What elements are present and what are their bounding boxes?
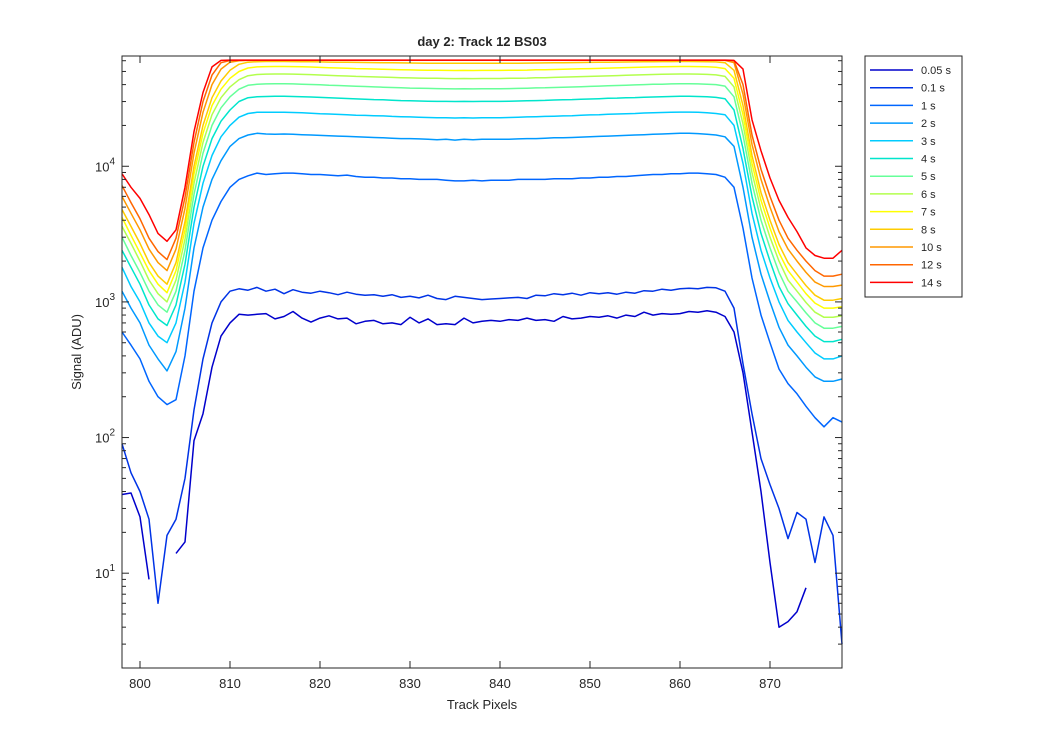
- series-line-6: [121, 82, 843, 329]
- series-line-4: [121, 111, 843, 360]
- tick-layer: 800 810 820 830 840 850 860 870 101 102 103 104: [95, 56, 842, 691]
- legend-entry: 2 s: [870, 118, 936, 130]
- legend-entry: 4 s: [870, 154, 936, 166]
- chart-title: day 2: Track 12 BS03: [417, 34, 546, 49]
- legend-label: 4 s: [921, 154, 936, 166]
- legend-entry: 10 s: [870, 242, 942, 254]
- legend-label: 0.1 s: [921, 83, 945, 95]
- legend-entry: 7 s: [870, 207, 936, 219]
- legend-label: 12 s: [921, 260, 942, 272]
- y-tick-label: 102: [95, 428, 115, 446]
- x-tick-label: 810: [219, 676, 241, 691]
- x-tick-label: 870: [759, 676, 781, 691]
- legend-entry: 0.1 s: [870, 83, 945, 95]
- legend-entry: 12 s: [870, 260, 942, 272]
- legend-entry: 0.05 s: [870, 65, 951, 77]
- series-line-12: [121, 59, 843, 259]
- series-line-1: [121, 286, 843, 645]
- series-line-5: [121, 95, 843, 343]
- y-tick-label: 103: [95, 292, 115, 310]
- x-tick-label: 840: [489, 676, 511, 691]
- legend-label: 2 s: [921, 118, 936, 130]
- x-axis-label: Track Pixels: [447, 697, 518, 712]
- legend-label: 6 s: [921, 189, 936, 201]
- series-line-0: [121, 310, 807, 628]
- x-tick-label: 850: [579, 676, 601, 691]
- x-tick-label: 860: [669, 676, 691, 691]
- series-line-9: [121, 60, 843, 301]
- legend-entry: 1 s: [870, 100, 936, 112]
- x-tick-label: 800: [129, 676, 151, 691]
- legend-items: 0.05 s 0.1 s 1 s 2 s 3 s 4 s 5 s 6 s 7 s 8 s 10 s 1…: [870, 65, 951, 289]
- y-tick-label: 101: [95, 563, 115, 581]
- y-tick-label: 104: [95, 156, 115, 174]
- legend: 0.05 s 0.1 s 1 s 2 s 3 s 4 s 5 s 6 s 7 s 8 s 10 s 1…: [864, 55, 963, 298]
- plot-frame: [121, 55, 843, 669]
- legend-label: 10 s: [921, 242, 942, 254]
- legend-entry: 6 s: [870, 189, 936, 201]
- legend-label: 14 s: [921, 277, 942, 289]
- legend-label: 8 s: [921, 224, 936, 236]
- legend-label: 3 s: [921, 136, 936, 148]
- legend-entry: 5 s: [870, 171, 936, 183]
- series-layer: [121, 59, 843, 645]
- legend-label: 7 s: [921, 207, 936, 219]
- series-line-7: [121, 73, 843, 319]
- series-line-8: [121, 65, 843, 309]
- plot-background: [122, 56, 842, 668]
- legend-entry: 8 s: [870, 224, 936, 236]
- legend-label: 1 s: [921, 100, 936, 112]
- x-tick-label: 820: [309, 676, 331, 691]
- series-line-2: [121, 172, 843, 428]
- legend-label: 5 s: [921, 171, 936, 183]
- legend-label: 0.05 s: [921, 65, 951, 77]
- legend-entry: 3 s: [870, 136, 936, 148]
- y-axis-label: Signal (ADU): [69, 314, 84, 390]
- x-tick-label: 830: [399, 676, 421, 691]
- plot-area: 800 810 820 830 840 850 860 870 101 102 103 104: [95, 55, 843, 691]
- legend-entry: 14 s: [870, 277, 942, 289]
- series-line-3: [121, 132, 843, 383]
